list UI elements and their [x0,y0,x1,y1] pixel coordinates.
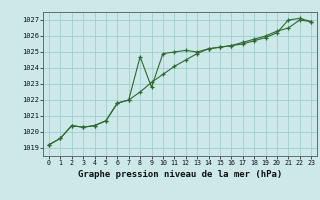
X-axis label: Graphe pression niveau de la mer (hPa): Graphe pression niveau de la mer (hPa) [78,170,282,179]
